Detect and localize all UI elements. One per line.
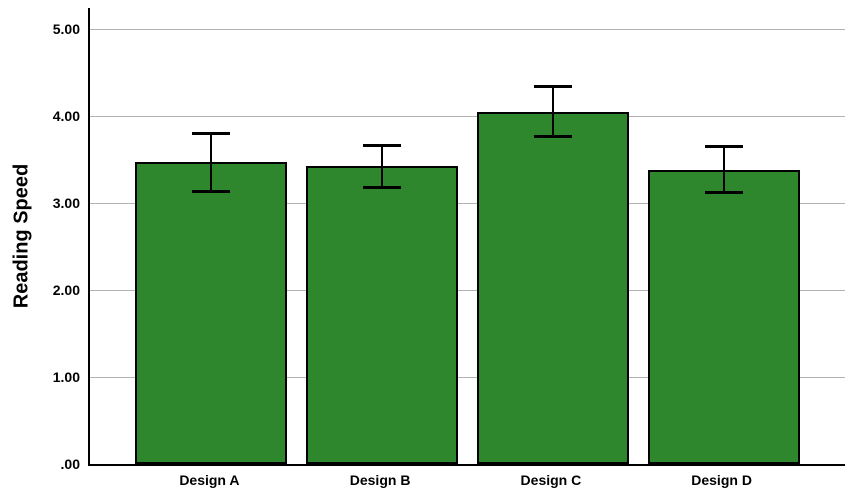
- bar: [647, 169, 800, 464]
- error-bar: [551, 86, 554, 137]
- error-bar: [381, 144, 384, 189]
- gridline: [90, 202, 845, 204]
- y-tick-label: 3.00: [52, 194, 80, 211]
- error-bar-cap-bottom: [192, 189, 231, 193]
- error-bar-cap-bottom: [533, 134, 572, 138]
- error-bar-cap-top: [704, 145, 743, 149]
- y-tick-label: 1.00: [52, 369, 80, 385]
- x-tick-label: Design A: [179, 472, 240, 488]
- plot-area: [88, 8, 845, 466]
- bar: [135, 162, 288, 464]
- x-axis-category-labels: Design A Design B Design C Design D: [88, 470, 843, 494]
- y-tick-label: .00: [60, 456, 80, 472]
- error-bar-cap-top: [533, 85, 572, 89]
- x-tick-label: Design D: [691, 472, 752, 488]
- error-bar: [722, 146, 725, 194]
- bar: [306, 166, 459, 464]
- error-bar-cap-bottom: [363, 186, 402, 190]
- gridline: [90, 28, 845, 30]
- y-tick-label: 5.00: [52, 20, 80, 37]
- error-bar-cap-top: [363, 143, 402, 147]
- y-axis-tick-labels: .00 1.00 2.00 3.00 4.00 5.00: [0, 0, 80, 500]
- error-bar-cap-bottom: [704, 191, 743, 195]
- x-tick-label: Design B: [349, 472, 411, 488]
- y-tick-label: 2.00: [52, 282, 80, 298]
- error-bar: [210, 133, 213, 192]
- gridline: [90, 290, 845, 291]
- bar: [476, 111, 629, 464]
- x-tick-label: Design C: [520, 472, 582, 488]
- gridline: [90, 377, 845, 378]
- y-tick-label: 4.00: [52, 107, 80, 124]
- gridline: [90, 115, 845, 117]
- error-bar-cap-top: [192, 132, 231, 136]
